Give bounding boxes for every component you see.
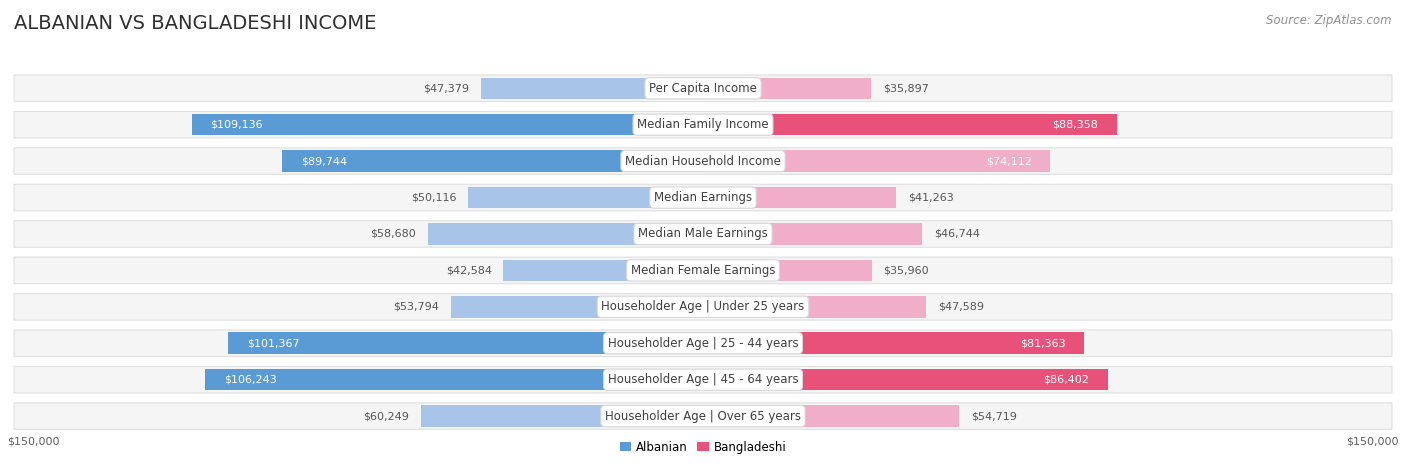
FancyBboxPatch shape (14, 367, 1392, 393)
Legend: Albanian, Bangladeshi: Albanian, Bangladeshi (617, 439, 789, 456)
Text: $150,000: $150,000 (1347, 436, 1399, 446)
Text: $35,960: $35,960 (883, 265, 929, 276)
Text: $86,402: $86,402 (1043, 375, 1090, 385)
Text: $89,744: $89,744 (301, 156, 347, 166)
FancyBboxPatch shape (14, 403, 1392, 429)
Text: ALBANIAN VS BANGLADESHI INCOME: ALBANIAN VS BANGLADESHI INCOME (14, 14, 377, 33)
Text: $106,243: $106,243 (224, 375, 277, 385)
FancyBboxPatch shape (703, 114, 1118, 135)
Text: $47,379: $47,379 (423, 83, 470, 93)
Text: $46,744: $46,744 (934, 229, 980, 239)
FancyBboxPatch shape (468, 187, 703, 208)
Text: Median Household Income: Median Household Income (626, 155, 780, 168)
FancyBboxPatch shape (14, 330, 1392, 356)
Text: $53,794: $53,794 (394, 302, 439, 312)
Text: Median Male Earnings: Median Male Earnings (638, 227, 768, 241)
FancyBboxPatch shape (703, 150, 1050, 172)
FancyBboxPatch shape (420, 405, 703, 427)
FancyBboxPatch shape (14, 112, 1392, 138)
FancyBboxPatch shape (14, 221, 1392, 247)
Text: $42,584: $42,584 (446, 265, 492, 276)
Text: $109,136: $109,136 (211, 120, 263, 130)
FancyBboxPatch shape (283, 150, 703, 172)
Text: $74,112: $74,112 (986, 156, 1032, 166)
FancyBboxPatch shape (228, 333, 703, 354)
Text: Householder Age | 25 - 44 years: Householder Age | 25 - 44 years (607, 337, 799, 350)
FancyBboxPatch shape (205, 369, 703, 390)
FancyBboxPatch shape (14, 184, 1392, 211)
Text: $60,249: $60,249 (363, 411, 409, 421)
Text: $101,367: $101,367 (246, 338, 299, 348)
Text: Householder Age | Over 65 years: Householder Age | Over 65 years (605, 410, 801, 423)
Text: Median Female Earnings: Median Female Earnings (631, 264, 775, 277)
FancyBboxPatch shape (14, 257, 1392, 283)
FancyBboxPatch shape (703, 296, 927, 318)
Text: $150,000: $150,000 (7, 436, 59, 446)
Text: $88,358: $88,358 (1053, 120, 1098, 130)
FancyBboxPatch shape (503, 260, 703, 281)
FancyBboxPatch shape (703, 223, 922, 245)
Text: Median Family Income: Median Family Income (637, 118, 769, 131)
Text: Source: ZipAtlas.com: Source: ZipAtlas.com (1267, 14, 1392, 27)
Text: $35,897: $35,897 (883, 83, 929, 93)
FancyBboxPatch shape (14, 75, 1392, 101)
FancyBboxPatch shape (703, 260, 872, 281)
Text: Median Earnings: Median Earnings (654, 191, 752, 204)
FancyBboxPatch shape (703, 78, 872, 99)
FancyBboxPatch shape (14, 294, 1392, 320)
FancyBboxPatch shape (14, 148, 1392, 174)
FancyBboxPatch shape (703, 333, 1084, 354)
Text: $41,263: $41,263 (908, 192, 953, 203)
Text: $54,719: $54,719 (972, 411, 1017, 421)
Text: Per Capita Income: Per Capita Income (650, 82, 756, 95)
Text: $50,116: $50,116 (411, 192, 457, 203)
Text: Householder Age | 45 - 64 years: Householder Age | 45 - 64 years (607, 373, 799, 386)
Text: $47,589: $47,589 (938, 302, 984, 312)
FancyBboxPatch shape (703, 405, 959, 427)
FancyBboxPatch shape (451, 296, 703, 318)
FancyBboxPatch shape (703, 369, 1108, 390)
FancyBboxPatch shape (703, 187, 897, 208)
Text: $81,363: $81,363 (1019, 338, 1066, 348)
FancyBboxPatch shape (191, 114, 703, 135)
FancyBboxPatch shape (427, 223, 703, 245)
Text: Householder Age | Under 25 years: Householder Age | Under 25 years (602, 300, 804, 313)
FancyBboxPatch shape (481, 78, 703, 99)
Text: $58,680: $58,680 (371, 229, 416, 239)
